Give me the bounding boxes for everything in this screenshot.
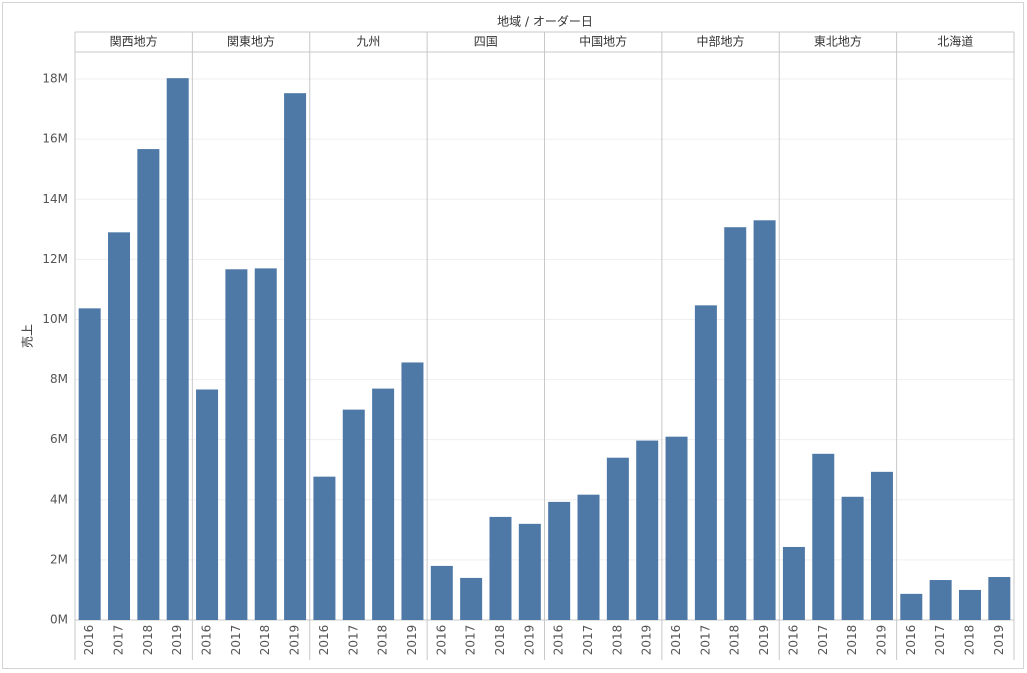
- x-tick-label: 2019: [522, 625, 536, 656]
- x-tick-label: 2018: [845, 625, 859, 656]
- x-tick-label: 2019: [405, 625, 419, 656]
- x-tick-label: 2016: [669, 625, 683, 656]
- x-tick-label: 2017: [698, 625, 712, 656]
- bar: [401, 362, 424, 620]
- y-tick-label: 6M: [50, 432, 68, 446]
- y-tick-label: 8M: [50, 372, 68, 386]
- panel-label: 東北地方: [814, 34, 862, 49]
- bar: [929, 580, 952, 620]
- x-tick-label: 2018: [962, 625, 976, 656]
- x-tick-label: 2019: [874, 625, 888, 656]
- bar: [313, 476, 336, 620]
- x-tick-label: 2018: [376, 625, 390, 656]
- chart-title: 地域 / オーダー日: [497, 14, 593, 29]
- panel-label: 北海道: [937, 34, 973, 49]
- bar: [430, 565, 453, 620]
- y-tick-label: 14M: [42, 192, 68, 206]
- y-tick-label: 12M: [42, 252, 68, 266]
- y-axis-label: 売上: [20, 324, 35, 348]
- panel-label: 関西地方: [110, 34, 158, 49]
- y-tick-label: 18M: [42, 72, 68, 86]
- x-tick-label: 2016: [904, 625, 918, 656]
- x-tick-label: 2018: [258, 625, 272, 656]
- x-tick-label: 2016: [82, 625, 96, 656]
- x-tick-label: 2017: [464, 625, 478, 656]
- bar: [166, 78, 189, 620]
- x-tick-label: 2017: [346, 625, 360, 656]
- bar: [254, 268, 277, 620]
- y-tick-label: 2M: [50, 552, 68, 566]
- x-tick-label: 2017: [112, 625, 126, 656]
- bar: [636, 440, 659, 620]
- panel-label: 中国地方: [579, 34, 627, 49]
- bar: [284, 93, 307, 620]
- y-tick-label: 4M: [50, 492, 68, 506]
- bar: [577, 494, 600, 620]
- bar: [753, 220, 776, 620]
- x-tick-label: 2019: [992, 625, 1006, 656]
- y-tick-label: 0M: [50, 613, 68, 627]
- y-tick-label: 16M: [42, 132, 68, 146]
- bar: [606, 457, 629, 620]
- x-tick-label: 2017: [816, 625, 830, 656]
- x-tick-label: 2019: [640, 625, 654, 656]
- x-tick-label: 2016: [317, 625, 331, 656]
- bar: [841, 496, 864, 620]
- bar: [665, 436, 688, 620]
- x-tick-label: 2016: [434, 625, 448, 656]
- x-tick-label: 2019: [757, 625, 771, 656]
- x-tick-label: 2019: [288, 625, 302, 656]
- bar: [694, 305, 717, 620]
- x-tick-label: 2017: [229, 625, 243, 656]
- x-tick-label: 2016: [200, 625, 214, 656]
- x-tick-label: 2018: [610, 625, 624, 656]
- bar: [900, 593, 923, 620]
- bar: [724, 227, 747, 620]
- x-tick-label: 2017: [581, 625, 595, 656]
- bar: [196, 389, 219, 620]
- x-tick-label: 2017: [933, 625, 947, 656]
- bar: [518, 523, 541, 620]
- bar: [548, 501, 571, 620]
- x-tick-label: 2016: [552, 625, 566, 656]
- panel-label: 九州: [356, 35, 380, 49]
- y-tick-label: 10M: [42, 312, 68, 326]
- bar: [870, 471, 893, 620]
- bar: [78, 308, 101, 620]
- bar: [372, 388, 395, 620]
- panel-label: 中部地方: [697, 34, 745, 49]
- x-tick-label: 2019: [170, 625, 184, 656]
- x-tick-label: 2016: [786, 625, 800, 656]
- bar: [137, 149, 160, 620]
- panel-label: 四国: [474, 35, 498, 49]
- bar: [782, 546, 805, 620]
- bar: [958, 589, 981, 620]
- bar: [812, 453, 835, 620]
- bar: [342, 409, 365, 620]
- x-tick-label: 2018: [728, 625, 742, 656]
- panel-label: 関東地方: [227, 34, 275, 49]
- bar: [108, 232, 131, 621]
- bar: [988, 577, 1011, 620]
- x-tick-label: 2018: [493, 625, 507, 656]
- bar: [460, 577, 483, 620]
- bar: [489, 516, 512, 620]
- bar: [225, 269, 248, 620]
- x-tick-label: 2018: [141, 625, 155, 656]
